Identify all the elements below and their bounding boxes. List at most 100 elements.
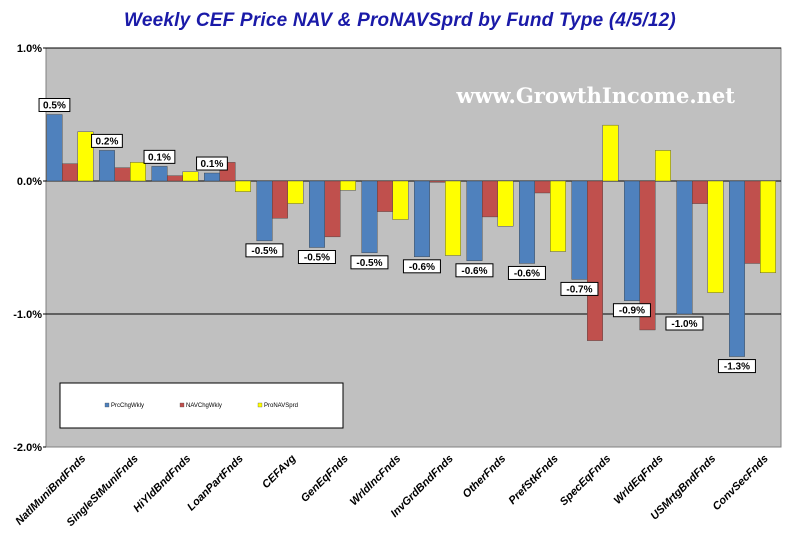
data-label-box [507, 265, 546, 280]
bar-navchgwkly-singlestmunifnds [114, 167, 131, 182]
bar-navchgwkly-usmrtgbndfnds [692, 180, 708, 204]
data-label: -0.5% [297, 250, 336, 264]
data-label: 0.5% [38, 98, 71, 112]
bar-pronavsprd-natlmunibndfnds [77, 131, 94, 182]
data-label-box [402, 259, 441, 274]
watermark-text: www.GrowthIncome.net [455, 83, 735, 108]
data-label: 0.2% [91, 133, 123, 148]
data-label: -0.6% [455, 263, 494, 278]
bar-prcchgwkly-loanpartfnds [203, 172, 220, 182]
bar-prcchgwkly-cefavg [256, 180, 273, 242]
category-label: ConvSecFnds [711, 453, 771, 513]
data-label-text: -0.6% [514, 268, 540, 279]
bar-prcchgwkly-natlmunibndfnds [46, 114, 63, 182]
bar-navchgwkly-hiyldbndfnds [166, 175, 183, 182]
legend-label: ProNAVSprd [264, 403, 298, 409]
bar-prcchgwkly-wrldincfnds [361, 180, 378, 254]
plot-area [45, 47, 782, 448]
bar-prcchgwkly-wrldeqfnds [624, 180, 640, 301]
category-label: GenEqFnds [299, 453, 351, 505]
data-label-box [38, 98, 71, 112]
data-label: -1.0% [665, 316, 704, 331]
bar-pronavsprd-geneqfnds [340, 180, 356, 191]
bar-navchgwkly-speceqfnds [587, 180, 603, 341]
bar-pronavsprd-otherfnds [497, 180, 514, 227]
bar-navchgwkly-convsecfnds [744, 180, 761, 264]
legend-swatch [257, 402, 263, 408]
category-label: CEFAvg [260, 452, 299, 491]
data-label-text: -0.6% [461, 266, 487, 277]
data-label: -1.3% [717, 359, 756, 374]
data-label: -0.6% [507, 265, 546, 280]
bars [46, 114, 776, 357]
data-label-text: -1.0% [671, 319, 697, 330]
bar-prcchgwkly-singlestmunifnds [98, 150, 115, 182]
y-tick-label: -2.0% [13, 442, 42, 454]
category-label: HiYldBndFnds [131, 453, 193, 515]
data-label-text: -0.5% [251, 246, 277, 257]
bar-prcchgwkly-usmrtgbndfnds [676, 180, 693, 315]
bar-pronavsprd-prefstkfnds [550, 180, 566, 252]
legend: PrcChgWkly NAVChgWkly ProNAVSprd [59, 382, 344, 429]
data-label-box [350, 255, 389, 270]
data-label: -0.6% [402, 259, 441, 274]
data-label-text: -0.6% [409, 262, 435, 273]
category-label: WrldEqFnds [612, 453, 666, 507]
category-label: PrefStkFnds [507, 453, 561, 507]
data-label-text: 0.1% [148, 152, 171, 163]
data-label-text: -0.5% [356, 258, 382, 269]
data-label-text: 0.1% [201, 159, 224, 170]
bar-pronavsprd-speceqfnds [602, 124, 619, 182]
legend-swatch [179, 402, 185, 408]
data-label-box [665, 316, 704, 331]
bar-prcchgwkly-prefstkfnds [519, 180, 535, 264]
bar-navchgwkly-invgrdbndfnds [429, 180, 446, 183]
category-label: LoanPartFnds [185, 453, 246, 514]
bar-navchgwkly-wrldeqfnds [639, 180, 656, 331]
bar-prcchgwkly-speceqfnds [571, 180, 588, 280]
data-label-text: -0.9% [619, 306, 645, 317]
bar-pronavsprd-wrldincfnds [392, 180, 409, 220]
data-label-text: 0.5% [43, 101, 66, 112]
data-label-box [560, 281, 599, 296]
bar-pronavsprd-invgrdbndfnds [445, 180, 461, 256]
data-label-text: -0.5% [304, 253, 330, 264]
category-label: SpecEqFnds [558, 453, 614, 509]
data-label-text: -0.7% [566, 284, 592, 295]
data-label-box [297, 250, 336, 264]
legend-label: NAVChgWkly [186, 403, 222, 409]
data-label: -0.9% [612, 303, 651, 318]
bar-prcchgwkly-geneqfnds [309, 180, 325, 248]
data-label: 0.1% [196, 156, 228, 171]
y-tick-label: 1.0% [17, 43, 42, 55]
bar-prcchgwkly-otherfnds [466, 180, 483, 262]
bar-navchgwkly-prefstkfnds [534, 180, 551, 194]
data-label-box [143, 149, 176, 164]
bar-pronavsprd-convsecfnds [760, 180, 776, 273]
data-label-box [612, 303, 651, 318]
bar-pronavsprd-wrldeqfnds [655, 150, 671, 182]
y-tick-label: -1.0% [13, 309, 42, 321]
bar-navchgwkly-natlmunibndfnds [62, 163, 78, 182]
bar-prcchgwkly-hiyldbndfnds [151, 166, 168, 182]
bar-pronavsprd-singlestmunifnds [129, 162, 146, 182]
legend-label: PrcChgWkly [111, 403, 144, 409]
data-label-text: 0.2% [96, 136, 119, 147]
data-label-box [91, 133, 123, 148]
bar-pronavsprd-hiyldbndfnds [182, 171, 199, 182]
y-tick-label: 0.0% [17, 176, 42, 188]
bar-navchgwkly-geneqfnds [324, 180, 341, 238]
category-label: OtherFnds [461, 453, 509, 501]
bar-pronavsprd-cefavg [287, 180, 304, 204]
bar-prcchgwkly-convsecfnds [729, 180, 745, 357]
category-label: WrldIncFnds [348, 453, 403, 508]
data-label: -0.5% [245, 243, 284, 258]
legend-swatch [104, 402, 110, 408]
data-label-box [455, 263, 494, 278]
bar-pronavsprd-loanpartfnds [234, 180, 251, 192]
bar-navchgwkly-wrldincfnds [377, 180, 393, 212]
bar-prcchgwkly-invgrdbndfnds [414, 180, 430, 258]
bar-navchgwkly-cefavg [272, 180, 288, 219]
bar-navchgwkly-otherfnds [482, 180, 498, 218]
